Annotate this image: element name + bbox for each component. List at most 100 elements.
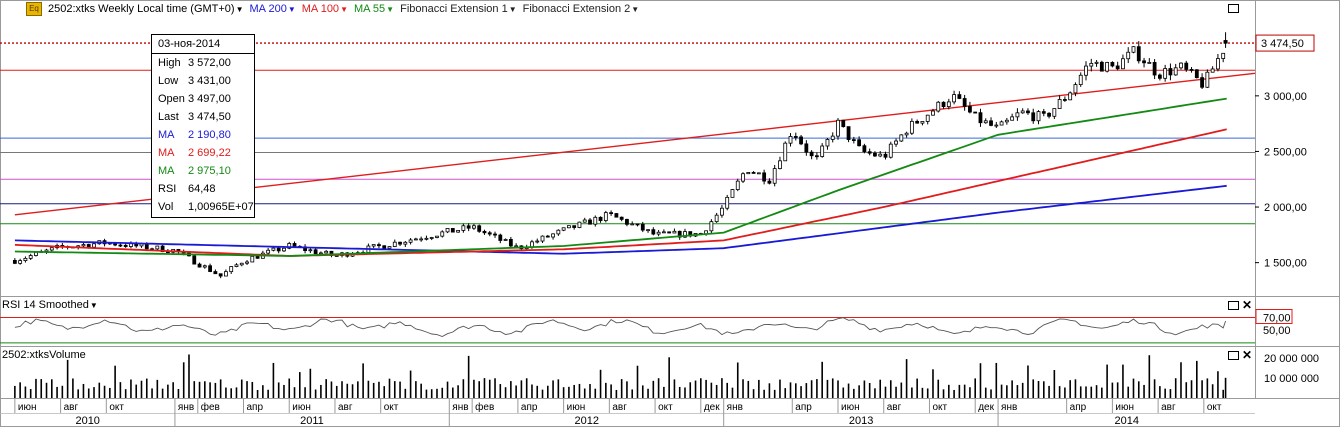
candle-body: [493, 233, 497, 236]
candle-body: [1168, 68, 1173, 76]
month-label: июн: [1115, 402, 1134, 413]
candle-body: [1142, 60, 1146, 64]
month-label: апр: [521, 402, 538, 413]
candle-body: [514, 245, 519, 248]
candle-body: [582, 219, 587, 223]
dropdown-icon: ▼: [340, 5, 348, 14]
month-label: июн: [841, 402, 860, 413]
candle-body: [625, 218, 629, 225]
info-key: High: [158, 57, 181, 69]
candle-body: [588, 219, 592, 225]
candle-body: [1179, 62, 1183, 69]
dropdown-icon: ▼: [386, 5, 395, 14]
candle-body: [1157, 74, 1162, 79]
info-value: 64,48: [188, 183, 216, 195]
candle-body: [720, 207, 724, 216]
candle-body: [1200, 77, 1204, 88]
candle-body: [234, 264, 239, 267]
candle-body: [1047, 112, 1051, 117]
candle-body: [1052, 108, 1057, 117]
candle-body: [920, 121, 925, 124]
candle-body: [271, 247, 276, 251]
indicator-fib-ext-1[interactable]: Fibonacci Extension 1▼: [400, 3, 517, 15]
year-label: 2014: [1115, 415, 1139, 427]
candle-body: [751, 172, 756, 174]
close-rsi-pane-icon[interactable]: ✕: [1242, 298, 1253, 312]
candle-body: [862, 145, 867, 153]
candle-body: [1189, 69, 1194, 71]
candle-body: [836, 119, 840, 137]
crosshair-info-box: 03-ноя-2014 High 3 572,00 Low 3 431,00 Open 3…: [151, 34, 255, 218]
candle-body: [883, 153, 888, 158]
rsi-line: [14, 317, 1227, 337]
candle-body: [255, 255, 260, 259]
indicator-ma55[interactable]: MA 55▼: [353, 3, 395, 15]
candle-body: [925, 114, 930, 122]
candle-body: [814, 155, 819, 158]
candle-body: [287, 243, 292, 249]
candle-body: [762, 172, 767, 182]
maximize-rsi-pane-button[interactable]: [1228, 301, 1239, 310]
candle-body: [545, 235, 550, 238]
candle-body: [1194, 69, 1199, 79]
candle-body: [487, 232, 492, 235]
info-key: MA: [158, 147, 175, 159]
candle-body: [593, 216, 598, 225]
candle-body: [413, 238, 418, 241]
info-row: Vol 1,00965E+07: [152, 198, 254, 216]
info-key: Last: [158, 111, 179, 123]
candle-body: [123, 244, 128, 247]
candle-body: [461, 225, 466, 231]
indicator-ma200[interactable]: MA 200▼: [249, 3, 296, 15]
indicator-fib-ext-2[interactable]: Fibonacci Extension 2▼: [522, 3, 640, 15]
candle-body: [825, 139, 830, 147]
candle-body: [873, 152, 877, 157]
close-volume-pane-icon[interactable]: ✕: [1242, 348, 1253, 362]
candle-body: [34, 251, 38, 256]
candle-body: [973, 111, 978, 114]
candle-body: [1131, 46, 1136, 53]
candle-body: [466, 225, 471, 229]
candle-body: [1041, 111, 1046, 114]
month-label: янв: [452, 402, 468, 413]
candle-body: [941, 101, 946, 107]
candle-body: [208, 265, 212, 272]
rsi-pane-label[interactable]: RSI 14 Smoothed▼: [2, 299, 98, 311]
candle-body: [1036, 111, 1041, 122]
candle-body: [1221, 52, 1226, 59]
candle-body: [1105, 62, 1110, 72]
month-label: июн: [18, 402, 37, 413]
candle-body: [851, 139, 856, 141]
candle-body: [799, 136, 803, 145]
month-label: авг: [612, 402, 627, 413]
candle-body: [899, 134, 904, 142]
candle-body: [1115, 65, 1120, 70]
candle-body: [387, 246, 392, 249]
month-label: фев: [201, 401, 220, 413]
price-tick-label: 1 500,00: [1264, 258, 1307, 270]
candle-body: [245, 261, 249, 264]
month-label: окт: [1207, 402, 1222, 413]
candle-body: [239, 262, 244, 266]
candle-body: [614, 213, 619, 218]
month-label: авг: [887, 402, 902, 413]
time-axis: июн авг окт янв фев апр июн авг окт янв фев апр июн а…: [0, 398, 1222, 427]
candle-body: [1205, 71, 1210, 88]
year-label: 2011: [300, 415, 324, 427]
candle-body: [1026, 110, 1030, 114]
indicator-ma100[interactable]: MA 100▼: [301, 3, 348, 15]
candle-body: [429, 237, 434, 239]
candle-body: [894, 140, 898, 145]
candle-body: [1136, 46, 1141, 62]
maximize-volume-pane-button[interactable]: [1228, 351, 1239, 360]
maximize-price-pane-button[interactable]: [1228, 4, 1239, 13]
candle-body: [983, 120, 988, 124]
candle-body: [561, 227, 566, 231]
candle-body: [952, 94, 956, 103]
last-price-label: 3 474,50: [1261, 38, 1304, 50]
candle-body: [229, 266, 234, 273]
candle-body: [661, 231, 666, 234]
symbol-label[interactable]: 2502:xtks Weekly Local time (GMT+0)▼: [48, 3, 244, 15]
volume-tick-label: 10 000 000: [1264, 373, 1319, 385]
candle-body: [1121, 58, 1125, 70]
